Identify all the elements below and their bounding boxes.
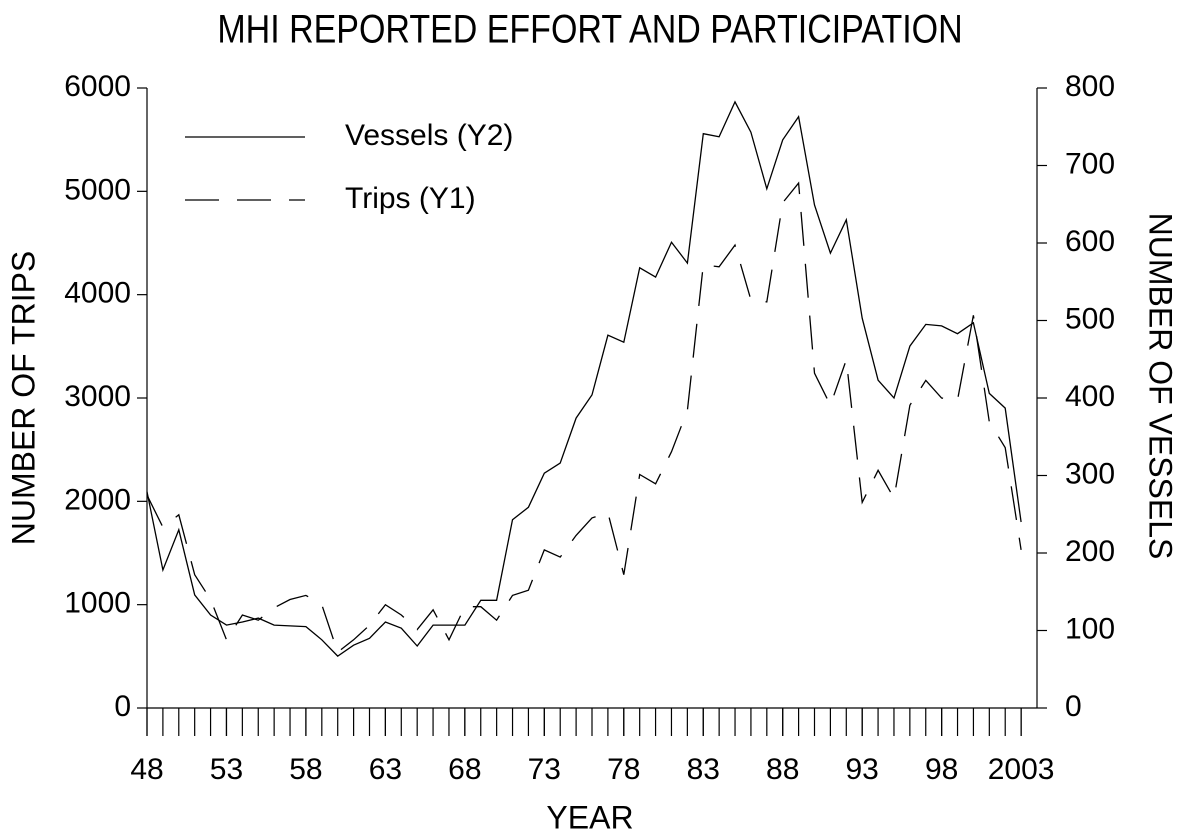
y2-tick-label: 800	[1065, 70, 1115, 103]
y2-tick-label: 500	[1065, 302, 1115, 335]
legend-label: Trips (Y1)	[345, 182, 476, 215]
y-tick-label: 1000	[64, 587, 131, 620]
x-tick-label: 58	[289, 753, 322, 786]
y2-axis-title: NUMBER OF VESSELS	[1143, 213, 1179, 560]
x-tick-label: 2003	[988, 753, 1055, 786]
x-tick-label: 53	[210, 753, 243, 786]
x-tick-label: 78	[607, 753, 640, 786]
x-axis-title: YEAR	[546, 799, 633, 835]
y2-tick-label: 200	[1065, 535, 1115, 568]
y2-tick-label: 100	[1065, 612, 1115, 645]
y2-tick-label: 700	[1065, 147, 1115, 180]
y-axis-title: NUMBER OF TRIPS	[5, 251, 41, 546]
y2-tick-label: 400	[1065, 380, 1115, 413]
x-tick-label: 93	[845, 753, 878, 786]
y-tick-label: 6000	[64, 70, 131, 103]
y2-tick-label: 600	[1065, 225, 1115, 258]
series-line	[146, 181, 1022, 654]
y2-tick-label: 0	[1065, 690, 1082, 723]
y-tick-label: 2000	[64, 483, 131, 516]
chart-title: MHI REPORTED EFFORT AND PARTICIPATION	[217, 6, 962, 51]
x-tick-label: 88	[766, 753, 799, 786]
y-tick-label: 3000	[64, 380, 131, 413]
y-tick-label: 4000	[64, 277, 131, 310]
x-tick-label: 73	[528, 753, 561, 786]
x-tick-label: 48	[130, 753, 163, 786]
x-tick-label: 68	[448, 753, 481, 786]
y-tick-label: 5000	[64, 173, 131, 206]
x-tick-label: 63	[369, 753, 402, 786]
x-tick-label: 83	[687, 753, 720, 786]
x-tick-label: 98	[925, 753, 958, 786]
y-tick-label: 0	[114, 690, 131, 723]
series-line	[146, 100, 1022, 657]
y2-tick-label: 300	[1065, 457, 1115, 490]
legend-label: Vessels (Y2)	[345, 119, 513, 152]
